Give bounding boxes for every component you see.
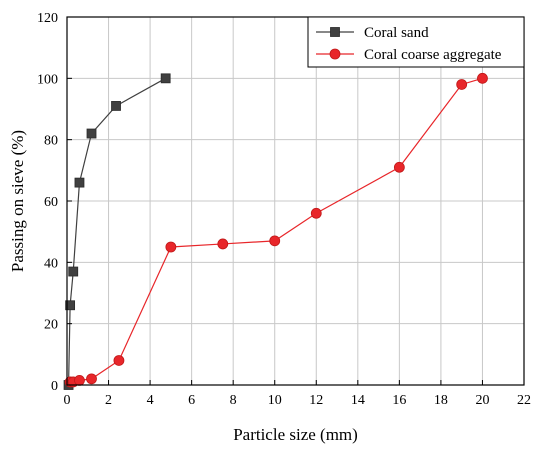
data-point-circle xyxy=(217,238,229,250)
y-tick-label: 100 xyxy=(37,72,58,87)
data-point-circle xyxy=(477,72,488,84)
data-point-circle xyxy=(165,241,177,253)
data-point-square xyxy=(86,128,97,139)
legend-marker-square xyxy=(330,27,340,37)
legend-marker-circle xyxy=(329,48,341,60)
x-tick-label: 2 xyxy=(105,393,112,408)
x-tick-label: 10 xyxy=(268,393,282,408)
data-point-circle xyxy=(113,355,125,366)
data-point-circle xyxy=(86,373,97,385)
legend-label: Coral sand xyxy=(364,25,429,41)
data-point-circle xyxy=(269,235,281,247)
legend-entries: Coral sand Coral coarse aggregate xyxy=(316,25,502,63)
data-point-circle xyxy=(393,161,405,173)
data-point-circle xyxy=(74,374,85,386)
y-tick-label: 80 xyxy=(44,134,58,149)
y-tick-label: 120 xyxy=(37,11,58,26)
x-tick-label: 8 xyxy=(230,393,237,408)
x-tick-label: 16 xyxy=(392,393,406,408)
grid xyxy=(66,16,525,386)
x-tick-label: 12 xyxy=(309,393,323,408)
data-point-square xyxy=(68,266,79,277)
y-axis-title: Passing on sieve (%) xyxy=(8,130,27,272)
legend: Coral sand Coral coarse aggregate xyxy=(307,16,525,68)
x-tick-label: 4 xyxy=(147,393,154,408)
series-line-1 xyxy=(70,77,483,383)
series-layer xyxy=(63,72,488,390)
data-point-circle xyxy=(456,79,468,90)
data-point-circle xyxy=(310,207,322,219)
x-tick-label: 22 xyxy=(517,393,531,408)
y-tick-label: 40 xyxy=(44,256,58,271)
y-tick-label: 60 xyxy=(44,195,58,210)
tick-layer: 0 2 4 6 8 10 12 14 16 18 20 22 0 20 40 60 80 100 120 xyxy=(37,11,531,408)
x-tick-label: 20 xyxy=(475,393,489,408)
y-tick-label: 0 xyxy=(51,379,58,394)
legend-box xyxy=(307,16,525,68)
y-tick-label: 20 xyxy=(44,318,58,333)
data-point-square xyxy=(111,101,121,111)
data-point-square xyxy=(160,73,171,84)
data-point-square xyxy=(65,300,76,311)
x-tick-label: 18 xyxy=(434,393,448,408)
x-axis-title: Particle size (mm) xyxy=(233,425,358,444)
x-tick-label: 6 xyxy=(188,393,195,408)
x-tick-label: 0 xyxy=(64,393,71,408)
x-tick-label: 14 xyxy=(351,393,365,408)
series-line-0 xyxy=(67,77,166,386)
legend-label: Coral coarse aggregate xyxy=(364,47,502,63)
data-point-square xyxy=(74,177,85,188)
